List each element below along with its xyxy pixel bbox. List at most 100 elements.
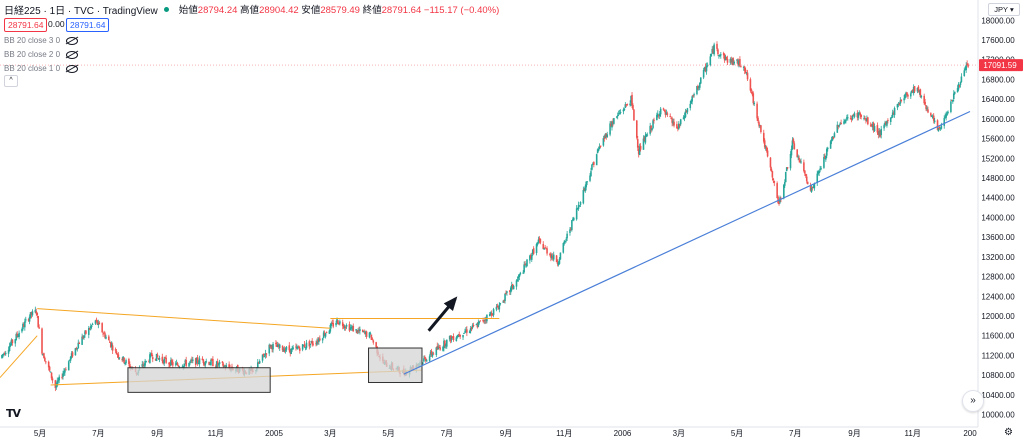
candle-up [34,309,37,313]
candle-up [302,345,305,347]
candle-up [912,86,915,94]
candle-up [916,87,919,92]
candle-up [81,336,83,345]
candle-up [910,93,912,97]
candle-down [148,361,150,363]
time-tick-label: 3月 [324,429,336,438]
candle-down [626,103,629,105]
candle-up [18,332,20,337]
candle-up [321,338,324,341]
symbol-title[interactable]: 日経225 · 1日 · TVC · TradingView [4,5,158,17]
candle-up [720,54,722,56]
price-tick-label: 10400.00 [981,391,1015,400]
candle-down [123,357,125,363]
candle-down [102,333,104,335]
candle-down [593,162,595,165]
ask-price[interactable]: 28791.64 [66,18,110,32]
candle-up [952,93,955,100]
candle-up [158,358,161,360]
candle-down [751,92,754,95]
candle-up [309,343,312,345]
candle-down [804,170,806,174]
candle-down [269,344,271,348]
candle-up [863,118,865,120]
hidden-eye-icon[interactable] [66,64,79,73]
candle-down [723,53,726,61]
candle-up [24,319,27,321]
candle-down [666,113,669,115]
candle-down [662,108,665,110]
candle-up [292,347,294,350]
candle-down [257,362,260,364]
candle-down [864,118,866,120]
indicator-legend-row[interactable]: BB 20 close 3 0 [4,36,79,45]
candle-down [95,319,98,321]
candle-up [355,329,357,331]
triangle-upper-line [37,308,331,329]
candle-up [672,121,674,124]
candle-down [482,319,484,322]
candle-down [3,353,6,355]
candle-down [511,284,514,289]
candle-up [502,301,504,303]
candle-up [562,243,565,253]
candle-down [298,346,300,349]
collapse-legend-button[interactable]: ^ [4,75,18,87]
candle-up [956,88,959,93]
candle-down [111,345,114,351]
candle-down [760,125,762,133]
candle-down [341,322,344,327]
candle-down [221,361,224,363]
candle-up [519,272,522,275]
candle-up [149,354,151,363]
candle-up [816,173,819,183]
candle-down [451,337,454,339]
candle-down [201,358,204,361]
candle-down [849,118,852,120]
candle-down [778,202,780,204]
time-tick-label: 11月 [556,429,572,438]
indicator-legend-row[interactable]: BB 20 close 2 0 [4,50,79,59]
hidden-eye-icon[interactable] [66,36,79,45]
candle-up [818,170,820,174]
candle-up [665,112,668,115]
bid-price[interactable]: 28791.64 [4,18,48,32]
indicator-legend-row[interactable]: BB 20 close 1 0 [4,64,79,73]
candle-down [222,364,225,368]
candle-down [338,322,340,325]
currency-select[interactable]: JPY ▾ [988,3,1020,16]
candle-up [910,90,913,93]
candle-up [699,82,701,88]
candle-up [839,123,841,125]
scroll-to-latest-button[interactable]: » [962,390,984,412]
candle-up [110,344,113,348]
candle-down [505,292,507,294]
candle-up [592,163,594,165]
candle-up [899,100,902,104]
candle-down [44,357,46,362]
hidden-eye-icon[interactable] [66,50,79,59]
candle-up [535,243,538,253]
candle-up [576,207,579,210]
settings-gear-icon[interactable]: ⚙ [1004,427,1013,438]
candle-down [776,183,778,199]
candle-up [959,82,962,85]
candle-up [210,359,212,365]
candle-up [713,44,715,55]
time-tick-label: 7月 [789,429,801,438]
candle-up [69,356,72,361]
price-tick-label: 14400.00 [981,194,1015,203]
candle-up [359,329,361,332]
candle-down [337,320,339,325]
candle-down [752,93,755,104]
support-trendline [403,110,971,375]
candle-up [322,332,325,339]
candle-up [706,65,709,67]
candle-up [618,113,621,115]
candle-up [223,365,226,367]
candle-down [348,324,351,331]
candle-up [646,134,649,136]
candle-down [677,127,679,129]
candle-down [966,63,968,65]
